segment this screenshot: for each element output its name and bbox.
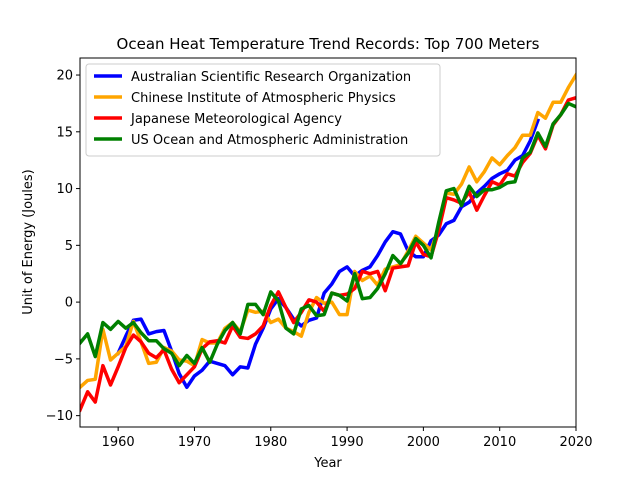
y-tick-label: 5 bbox=[65, 239, 73, 254]
x-tick-label: 1960 bbox=[102, 435, 135, 450]
y-tick-label: 20 bbox=[56, 69, 73, 84]
x-tick-label: 2020 bbox=[559, 435, 592, 450]
y-tick-label: 15 bbox=[56, 125, 73, 140]
series-line-4 bbox=[80, 101, 576, 368]
y-tick-label: −10 bbox=[46, 409, 73, 424]
legend-label-2: Chinese Institute of Atmospheric Physics bbox=[131, 91, 396, 106]
series-line-1 bbox=[115, 118, 541, 390]
y-tick-label: 10 bbox=[56, 182, 73, 197]
legend-label-1: Australian Scientific Research Organizat… bbox=[131, 70, 411, 85]
plot-frame bbox=[79, 57, 577, 428]
legend: Australian Scientific Research Organizat… bbox=[85, 63, 441, 157]
x-tick-label: 1980 bbox=[254, 435, 287, 450]
x-tick-label: 2010 bbox=[483, 435, 516, 450]
x-axis-label: Year bbox=[313, 456, 342, 471]
x-tick-label: 1990 bbox=[331, 435, 364, 450]
legend-box bbox=[85, 63, 441, 157]
series-layer bbox=[80, 72, 576, 413]
y-axis-label: Unit of Energy (Joules) bbox=[21, 169, 36, 314]
legend-label-4: US Ocean and Atmospheric Administration bbox=[131, 133, 408, 148]
x-tick-label: 2000 bbox=[407, 435, 440, 450]
y-tick-label: 0 bbox=[65, 296, 73, 311]
y-tick-label: −5 bbox=[54, 352, 73, 367]
axes-layer: 1960 1970 1980 1990 2000 2010 2020 −10 −5 0 5 10 15 2… bbox=[46, 57, 593, 450]
legend-label-3: Japanese Meteorological Agency bbox=[130, 112, 342, 127]
chart-title: Ocean Heat Temperature Trend Records: To… bbox=[117, 35, 540, 53]
x-tick-label: 1970 bbox=[178, 435, 211, 450]
